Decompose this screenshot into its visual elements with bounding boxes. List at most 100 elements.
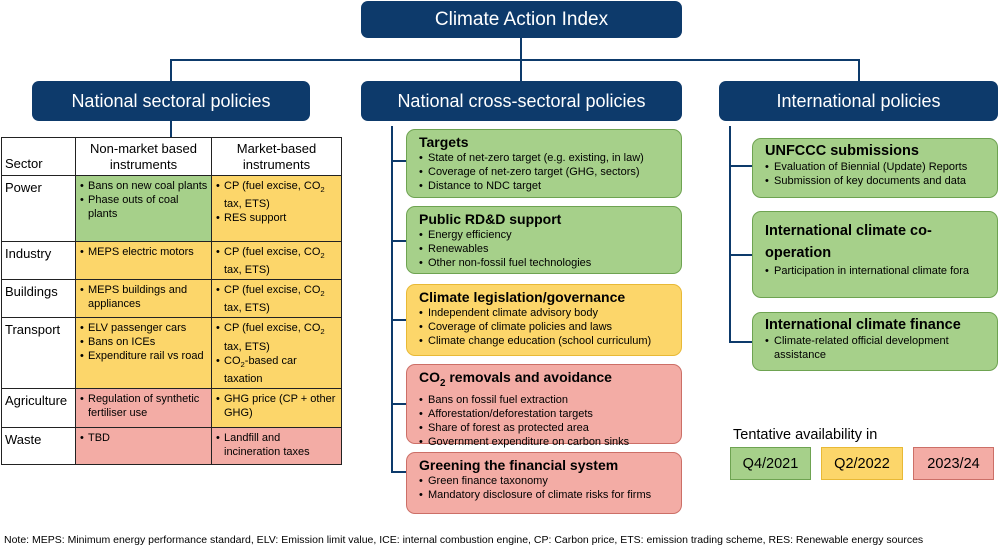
table-row: Transport ELV passenger cars Bans on ICE… [1,317,342,389]
sector-name: Industry [1,240,76,281]
header-non-market: Non-market based instruments [75,137,212,176]
column-header-international: International policies [719,81,998,121]
list-item: Independent climate advisory body [419,306,673,320]
legend-q4-2021: Q4/2021 [730,447,811,480]
list-item: Distance to NDC target [419,179,673,193]
list-item: Afforestation/deforestation targets [419,407,673,421]
market-cell: GHG price (CP + other GHG) [211,387,342,428]
sector-name: Power [1,175,76,242]
list-item: State of net-zero target (e.g. existing,… [419,151,673,165]
legend-title: Tentative availability in [733,427,878,443]
list-item: CP (fuel excise, CO2 tax, ETS) [216,283,338,315]
market-cell: CP (fuel excise, CO2 tax, ETS) RES suppo… [211,175,342,242]
non-market-cell: Regulation of synthetic fertiliser use [75,387,212,428]
table-row: Industry MEPS electric motors CP (fuel e… [1,240,342,281]
list-item: TBD [80,431,208,445]
sector-name: Transport [1,317,76,389]
table-header-row: Sector Non-market based instruments Mark… [1,137,342,176]
box-title: Targets [419,134,469,150]
non-market-cell: MEPS buildings and appliances [75,279,212,319]
list-item: Mandatory disclosure of climate risks fo… [419,488,673,502]
sector-table: Sector Non-market based instruments Mark… [1,137,342,465]
connector-top-vertical [520,38,522,60]
market-cell: CP (fuel excise, CO2 tax, ETS) [211,279,342,319]
list-item: Coverage of net-zero target (GHG, sector… [419,165,673,179]
index-title: Climate Action Index [361,1,682,38]
list-item: Participation in international climate f… [765,264,989,278]
co2-removals-box: CO2 removals and avoidance Bans on fossi… [406,364,682,449]
cross-tick-4 [391,403,406,405]
box-title: International climate co-operation [765,223,932,261]
cross-tick-1 [391,160,406,162]
connector-right [858,59,860,81]
connector-middle [520,59,522,81]
list-item: Phase outs of coal plants [80,193,208,221]
market-cell: Landfill and incineration taxes [211,426,342,465]
greening-finance-box: Greening the financial system Green fina… [406,452,682,514]
box-title: Public RD&D support [419,211,562,227]
table-row: Power Bans on new coal plants Phase outs… [1,175,342,242]
footnote: Note: MEPS: Minimum energy performance s… [4,534,924,546]
market-cell: CP (fuel excise, CO2 tax, ETS) CO2-based… [211,317,342,389]
list-item: GHG price (CP + other GHG) [216,392,338,420]
list-item: Government expenditure on carbon sinks [419,435,673,449]
list-item: MEPS electric motors [80,245,208,259]
list-item: Climate change education (school curricu… [419,334,673,348]
intl-tick-3 [729,341,752,343]
list-item: Submission of key documents and data [765,174,989,188]
list-item: Coverage of climate policies and laws [419,320,673,334]
list-item: Bans on new coal plants [80,179,208,193]
non-market-cell: MEPS electric motors [75,240,212,281]
list-item: CP (fuel excise, CO2 tax, ETS) [216,179,338,211]
list-item: Landfill and incineration taxes [216,431,338,459]
cross-spine [391,126,393,472]
cross-tick-5 [391,471,406,473]
list-item: Climate-related official development ass… [765,334,989,362]
unfccc-box: UNFCCC submissions Evaluation of Biennia… [752,138,998,198]
legend-q2-2022: Q2/2022 [821,447,903,480]
list-item: Other non-fossil fuel technologies [419,256,673,270]
non-market-cell: ELV passenger cars Bans on ICEs Expendit… [75,317,212,389]
list-item: Share of forest as protected area [419,421,673,435]
intl-tick-2 [729,254,752,256]
sector-name: Agriculture [1,387,76,428]
list-item: CP (fuel excise, CO2 tax, ETS) [216,321,338,353]
connector-left [170,59,172,81]
box-title: CO2 removals and avoidance [419,369,612,389]
cooperation-box: International climate co-operation Parti… [752,211,998,298]
non-market-cell: TBD [75,426,212,465]
list-item: Bans on ICEs [80,335,208,349]
connector-c1-down [170,121,172,138]
intl-spine [729,126,731,342]
list-item: CP (fuel excise, CO2 tax, ETS) [216,245,338,277]
box-title: Climate legislation/governance [419,289,626,305]
targets-box: Targets State of net-zero target (e.g. e… [406,129,682,198]
rdd-support-box: Public RD&D support Energy efficiency Re… [406,206,682,274]
box-title: International climate finance [765,317,961,333]
column-header-cross-sectoral: National cross-sectoral policies [361,81,682,121]
list-item: Renewables [419,242,673,256]
sector-name: Buildings [1,279,76,319]
box-title: UNFCCC submissions [765,143,919,159]
list-item: Green finance taxonomy [419,474,673,488]
connector-horizontal [170,59,860,61]
table-row: Waste TBD Landfill and incineration taxe… [1,426,342,465]
cross-tick-3 [391,319,406,321]
list-item: Energy efficiency [419,228,673,242]
sector-name: Waste [1,426,76,465]
list-item: Bans on fossil fuel extraction [419,393,673,407]
table-row: Buildings MEPS buildings and appliances … [1,279,342,319]
legend-2023-24: 2023/24 [913,447,994,480]
non-market-cell: Bans on new coal plants Phase outs of co… [75,175,212,242]
climate-finance-box: International climate finance Climate-re… [752,312,998,371]
cross-tick-2 [391,240,406,242]
list-item: Evaluation of Biennial (Update) Reports [765,160,989,174]
list-item: RES support [216,211,338,225]
table-row: Agriculture Regulation of synthetic fert… [1,387,342,428]
intl-tick-1 [729,165,752,167]
list-item: MEPS buildings and appliances [80,283,208,311]
list-item: Regulation of synthetic fertiliser use [80,392,208,420]
column-header-sectoral: National sectoral policies [32,81,310,121]
legislation-box: Climate legislation/governance Independe… [406,284,682,356]
box-title: Greening the financial system [419,457,619,473]
